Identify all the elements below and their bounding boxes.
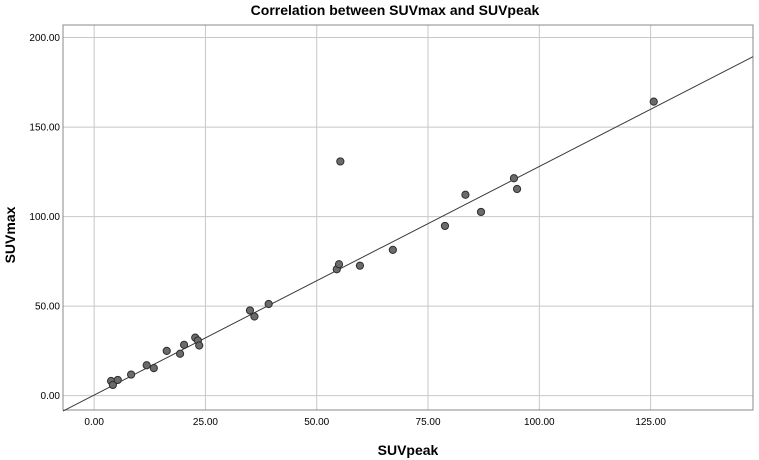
data-point: [175, 349, 185, 358]
y-tick-label: 0.00: [41, 391, 61, 402]
data-point: [108, 380, 117, 390]
y-axis-title: SUVmax: [2, 206, 18, 263]
grid: [63, 25, 753, 410]
x-tick-label: 125.00: [635, 417, 666, 428]
data-point: [355, 261, 365, 270]
x-tick-label: 25.00: [193, 417, 218, 428]
data-point: [440, 221, 450, 231]
data-point: [195, 341, 204, 350]
data-point: [476, 207, 486, 217]
chart-title: Correlation between SUVmax and SUVpeak: [251, 2, 540, 18]
data-point: [264, 299, 273, 309]
x-tick-label: 100.00: [524, 417, 555, 428]
y-tick-label: 200.00: [29, 33, 60, 44]
y-tick-label: 50.00: [35, 302, 60, 313]
y-axis-ticks: 0.00 50.00 100.00 150.00 200.00: [29, 33, 60, 402]
data-point: [509, 174, 519, 183]
x-tick-label: 50.00: [304, 417, 329, 428]
data-point: [179, 340, 189, 349]
x-axis-ticks: 0.00 25.00 50.00 75.00 100.00 125.00: [84, 417, 666, 428]
data-point: [162, 346, 171, 356]
data-point: [149, 363, 158, 373]
x-axis-title: SUVpeak: [378, 442, 439, 458]
data-point: [113, 375, 122, 385]
y-tick-label: 150.00: [29, 123, 60, 134]
data-point: [461, 190, 470, 199]
data-point: [127, 370, 136, 379]
data-point: [649, 97, 658, 106]
data-point: [388, 245, 397, 255]
data-point: [334, 260, 344, 269]
plot-frame: [62, 24, 754, 411]
data-point: [245, 306, 255, 315]
x-tick-label: 0.00: [84, 417, 104, 428]
data-point: [512, 184, 522, 194]
data-points: [106, 97, 658, 390]
data-point: [336, 157, 345, 166]
data-point: [142, 361, 151, 370]
y-tick-label: 100.00: [29, 212, 60, 223]
data-point: [250, 312, 259, 321]
x-tick-label: 75.00: [416, 417, 441, 428]
regression-line: [62, 56, 754, 412]
